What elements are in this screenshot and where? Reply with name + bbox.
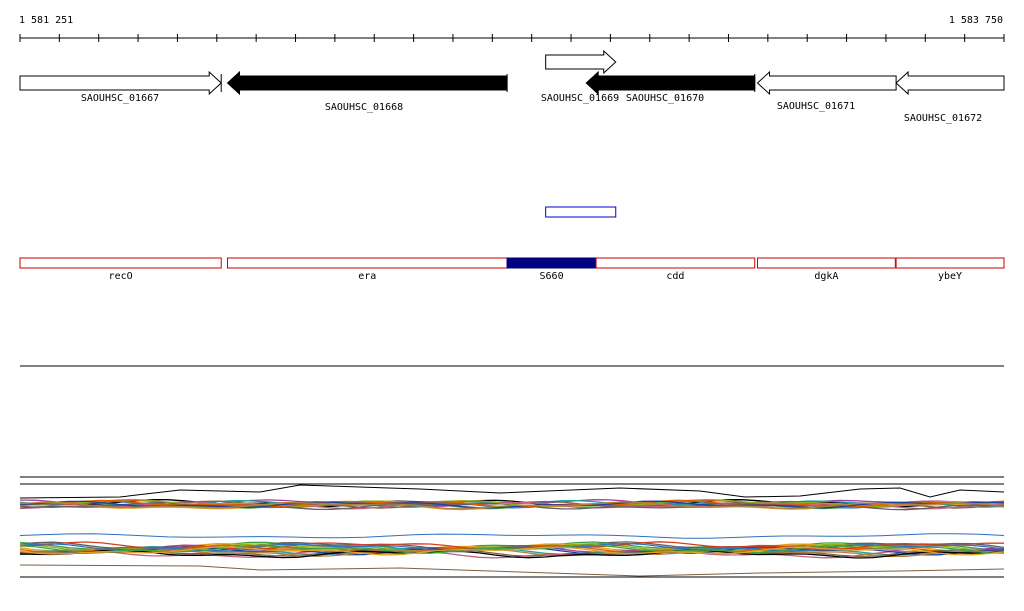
gene-arrow[interactable] — [756, 70, 897, 96]
coordinate-ruler: 1 581 251 1 583 750 — [19, 15, 1005, 42]
gene-arrow[interactable] — [895, 70, 1005, 96]
annotation-box[interactable] — [227, 257, 508, 269]
gene-track: SAOUHSC_01667 SAOUHSC_01668 SAOUHSC_01669 S… — [19, 49, 1005, 124]
annotation-box[interactable] — [595, 257, 756, 269]
feature-track — [545, 206, 617, 218]
annotation-label: recO — [109, 271, 133, 282]
gene-label: SAOUHSC_01667 — [81, 93, 159, 104]
gene-label: SAOUHSC_01671 — [777, 101, 855, 112]
feature-box[interactable] — [545, 206, 617, 218]
profile-lines — [19, 484, 1005, 577]
profile-line — [19, 564, 1005, 577]
expression-profile-track — [19, 476, 1005, 578]
profile-line — [19, 546, 1005, 556]
annotation-track: recO era S660 cdd dgkA ybeY — [19, 257, 1005, 282]
annotation-box[interactable] — [757, 257, 896, 269]
annotation-label: dgkA — [814, 271, 838, 282]
annotation-box[interactable] — [506, 257, 597, 269]
annotation-label: S660 — [540, 271, 564, 282]
ruler-ticks — [19, 34, 1005, 42]
gene-arrow[interactable] — [545, 49, 617, 75]
gene-label: SAOUHSC_01672 — [904, 113, 982, 124]
profile-line — [19, 500, 1005, 509]
profile-line — [19, 501, 1005, 510]
gene-arrow[interactable] — [19, 70, 222, 96]
profile-line — [19, 544, 1005, 554]
annotation-label: ybeY — [938, 271, 962, 282]
profile-line — [19, 533, 1005, 539]
annotation-box[interactable] — [895, 257, 1005, 269]
annotation-label: cdd — [666, 271, 684, 282]
annotation-box[interactable] — [19, 257, 222, 269]
gene-label: SAOUHSC_01669 — [541, 93, 619, 104]
profile-line — [19, 549, 1005, 559]
gene-label: SAOUHSC_01670 — [626, 93, 704, 104]
gene-arrow[interactable] — [226, 70, 508, 96]
gene-label: SAOUHSC_01668 — [325, 102, 403, 113]
ruler-start-label: 1 581 251 — [19, 15, 73, 26]
ruler-end-label: 1 583 750 — [949, 15, 1003, 26]
gene-arrow[interactable] — [585, 70, 756, 96]
annotation-label: era — [358, 271, 376, 282]
profile-line — [19, 547, 1005, 558]
profile-line — [19, 484, 1005, 499]
